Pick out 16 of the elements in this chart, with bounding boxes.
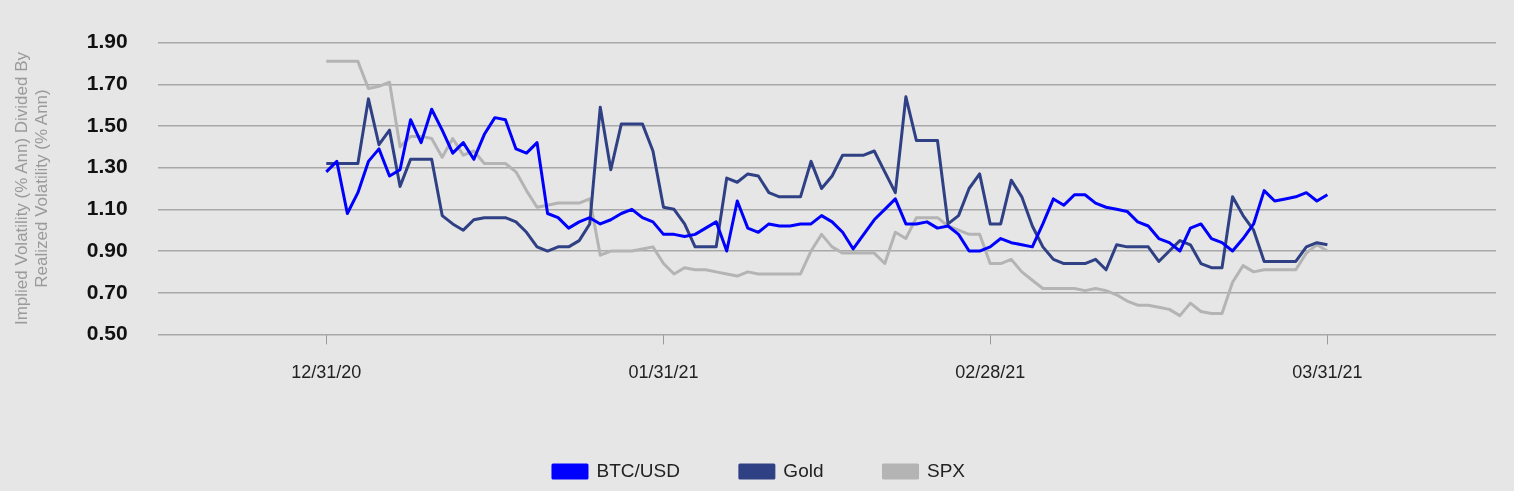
y-tick-label: 1.10 bbox=[86, 196, 128, 220]
x-tick-label: 12/31/20 bbox=[291, 362, 362, 383]
y-tick-label: 1.70 bbox=[86, 71, 128, 95]
y-tick-label: 0.90 bbox=[86, 237, 128, 261]
legend-label: SPX bbox=[927, 459, 966, 481]
y-tick-label: 0.70 bbox=[86, 279, 128, 303]
legend-label: Gold bbox=[783, 459, 824, 481]
y-tick-label: 1.50 bbox=[86, 112, 128, 136]
x-tick-label: 01/31/21 bbox=[628, 362, 699, 383]
y-tick-label: 1.30 bbox=[86, 154, 128, 178]
legend-label: BTC/USD bbox=[596, 459, 680, 481]
y-axis-title: Implied Volatility (% Ann) Divided By Realized Volatility (% Ann) bbox=[11, 51, 52, 326]
x-tick-label: 02/28/21 bbox=[955, 362, 1026, 383]
y-tick-label: 0.50 bbox=[86, 321, 128, 345]
y-tick-label: 1.90 bbox=[86, 29, 128, 53]
x-tick-label: 03/31/21 bbox=[1292, 362, 1363, 383]
